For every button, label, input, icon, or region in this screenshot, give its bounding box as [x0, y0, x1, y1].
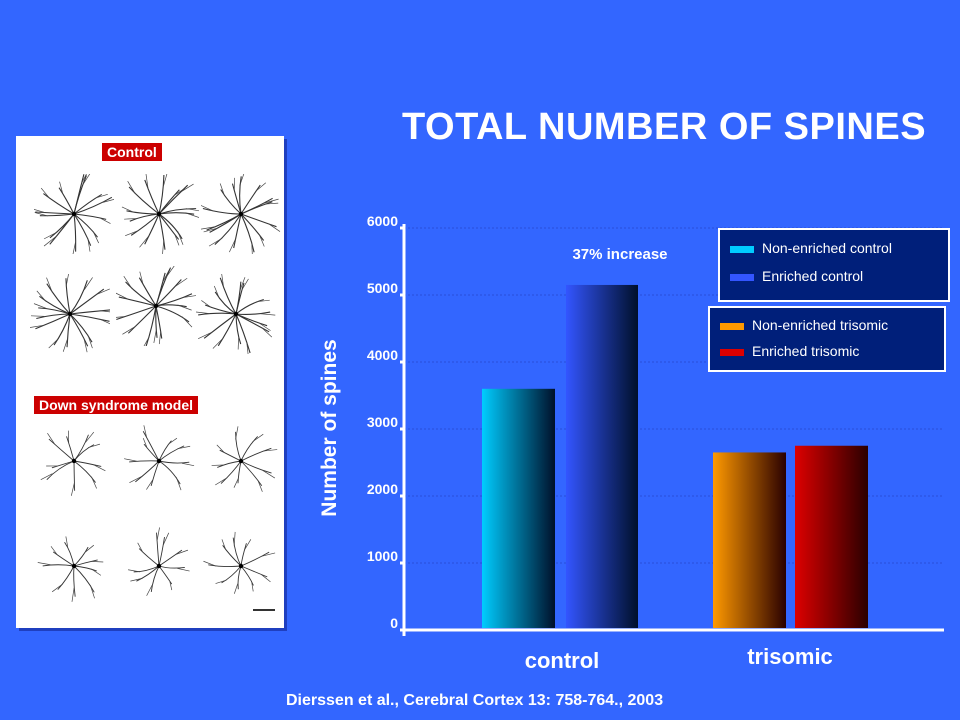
- y-tick-label: 3000: [367, 414, 398, 430]
- neuron-drawing: [34, 174, 114, 254]
- legend-label: Enriched trisomic: [752, 343, 860, 359]
- neuron-drawing: [116, 266, 196, 346]
- legend-item-non-enriched-control: Non-enriched control: [730, 240, 892, 256]
- y-tick-label: 4000: [367, 347, 398, 363]
- neuron-drawing: [37, 536, 104, 602]
- bar-enriched-trisomic: [795, 445, 868, 628]
- neuron-drawing: [40, 430, 106, 496]
- y-tick-label: 1000: [367, 548, 398, 564]
- neuron-drawing: [124, 425, 195, 491]
- legend-swatch: [720, 348, 744, 356]
- increase-annotation: 37% increase: [572, 246, 667, 263]
- scale-bar: [253, 609, 275, 611]
- legend-control: Non-enriched control Enriched control: [718, 228, 950, 302]
- legend-item-enriched-trisomic: Enriched trisomic: [720, 343, 859, 359]
- neuron-drawing: [201, 174, 281, 254]
- bar-non-enriched-control: [482, 388, 555, 628]
- y-tick-label: 6000: [367, 213, 398, 229]
- neuron-drawing: [203, 531, 276, 594]
- y-tick-label: 2000: [367, 481, 398, 497]
- bar-non-enriched-trisomic: [713, 452, 786, 628]
- legend-label: Non-enriched control: [762, 240, 892, 256]
- chart-title: TOTAL NUMBER OF SPINES: [402, 106, 927, 148]
- neuron-drawing: [30, 274, 110, 353]
- neuron-image-panel: Control Down syndrome model: [16, 136, 284, 628]
- legend-swatch: [720, 322, 744, 330]
- legend-swatch: [730, 273, 754, 281]
- x-category-label: control: [525, 648, 600, 673]
- legend-swatch: [730, 245, 754, 253]
- y-axis-label: Number of spines: [318, 339, 341, 516]
- legend-label: Enriched control: [762, 268, 864, 284]
- control-label: Control: [102, 143, 162, 161]
- legend-trisomic: Non-enriched trisomic Enriched trisomic: [708, 306, 946, 372]
- legend-item-enriched-control: Enriched control: [730, 268, 863, 284]
- y-tick-label: 5000: [367, 280, 398, 296]
- x-category-label: trisomic: [747, 644, 833, 669]
- bar-enriched-control: [566, 284, 638, 628]
- citation: Dierssen et al., Cerebral Cortex 13: 758…: [286, 692, 664, 709]
- neuron-drawing: [196, 274, 276, 354]
- neuron-drawing: [211, 426, 278, 492]
- neuron-drawing: [128, 527, 190, 596]
- down-syndrome-label: Down syndrome model: [34, 396, 199, 414]
- y-tick-label: 0: [390, 615, 398, 631]
- legend-item-non-enriched-trisomic: Non-enriched trisomic: [720, 317, 888, 333]
- neuron-drawing: [121, 174, 199, 254]
- legend-label: Non-enriched trisomic: [752, 317, 889, 333]
